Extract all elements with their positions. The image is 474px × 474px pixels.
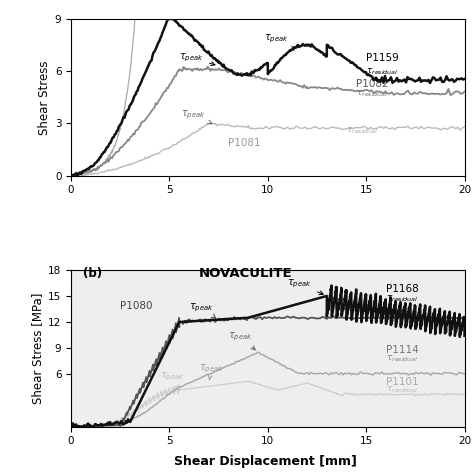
Text: $\tau_{residual}$: $\tau_{residual}$ — [386, 354, 419, 364]
Text: $\tau_{peak}$: $\tau_{peak}$ — [160, 371, 184, 389]
Text: P1081: P1081 — [228, 138, 261, 148]
Text: $\tau_{peak}$: $\tau_{peak}$ — [287, 278, 323, 295]
Text: $\tau_{peak}$: $\tau_{peak}$ — [181, 109, 212, 124]
Text: P1101: P1101 — [386, 377, 419, 387]
Text: $\tau_{residual}$: $\tau_{residual}$ — [366, 67, 399, 77]
Text: $\tau_{peak}$: $\tau_{peak}$ — [264, 32, 294, 50]
Text: NOVACULITE: NOVACULITE — [199, 267, 292, 280]
Text: P1168: P1168 — [386, 283, 419, 293]
Text: P1159: P1159 — [366, 53, 399, 63]
Text: $\tau_{residual}$: $\tau_{residual}$ — [386, 385, 419, 395]
Text: (b): (b) — [83, 267, 102, 280]
Text: P1082: P1082 — [356, 79, 389, 89]
Text: Shear Displacement [mm]: Shear Displacement [mm] — [174, 455, 357, 467]
Text: $\tau_{peak}$: $\tau_{peak}$ — [228, 330, 255, 350]
Text: P1080: P1080 — [120, 301, 153, 311]
Text: P1114: P1114 — [386, 345, 419, 355]
Text: $\tau_{peak}$: $\tau_{peak}$ — [189, 301, 216, 319]
Text: $\tau_{residual}$: $\tau_{residual}$ — [346, 125, 379, 136]
Text: $\tau_{peak}$: $\tau_{peak}$ — [199, 363, 224, 380]
Text: $\tau_{residual}$: $\tau_{residual}$ — [356, 89, 389, 99]
Text: $\tau_{residual}$: $\tau_{residual}$ — [386, 293, 419, 304]
Y-axis label: Shear Stress: Shear Stress — [37, 60, 51, 135]
Text: $\tau_{peak}$: $\tau_{peak}$ — [179, 51, 215, 65]
Y-axis label: Shear Stress [MPa]: Shear Stress [MPa] — [31, 292, 44, 404]
